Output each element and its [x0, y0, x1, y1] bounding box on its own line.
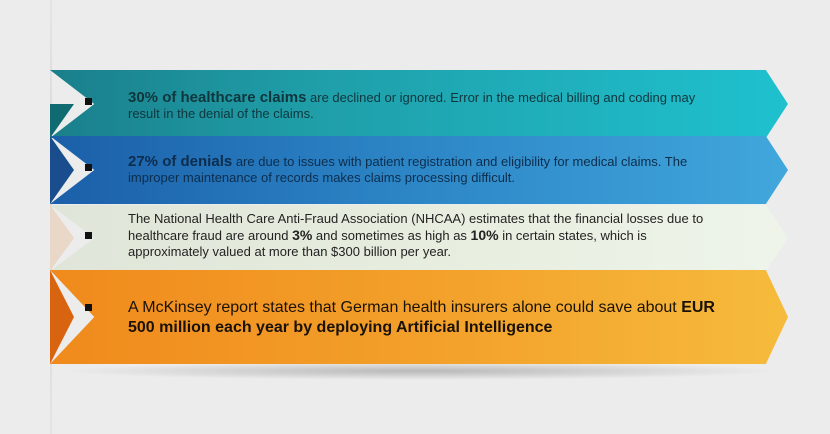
bullet-4: [85, 304, 92, 311]
band-3: [50, 205, 788, 271]
fact-3-pct-1: 3%: [292, 227, 313, 243]
fact-4-highlight: EUR 500 million each year by deploying A…: [128, 299, 715, 336]
fact-2-highlight: 27% of denials: [128, 153, 233, 170]
fact-4: A McKinsey report states that German hea…: [128, 298, 728, 338]
drop-shadow: [60, 362, 780, 380]
fact-4-text: A McKinsey report states that German hea…: [128, 299, 682, 316]
bullet-2: [85, 164, 92, 171]
fact-2: 27% of denials are due to issues with pa…: [128, 154, 728, 186]
fact-1: 30% of healthcare claims are declined or…: [128, 90, 728, 122]
fact-1-highlight: 30% of healthcare claims: [128, 89, 307, 106]
fact-1-text: are declined or ignored. Error in the me…: [128, 90, 696, 121]
bullet-1: [85, 98, 92, 105]
fact-3-pct-2: 10%: [470, 227, 499, 243]
fact-3-text-c: in certain states, which is approximatel…: [128, 228, 647, 259]
fact-3-text-b: and sometimes as high as: [312, 228, 471, 243]
band-1: [50, 70, 788, 138]
fact-3-text-a: The National Health Care Anti-Fraud Asso…: [128, 211, 704, 243]
bullet-3: [85, 232, 92, 239]
fact-2-text: are due to issues with patient registrat…: [128, 154, 688, 185]
fact-3: The National Health Care Anti-Fraud Asso…: [128, 211, 728, 260]
band-2: [50, 136, 788, 204]
band-4: [50, 270, 788, 364]
